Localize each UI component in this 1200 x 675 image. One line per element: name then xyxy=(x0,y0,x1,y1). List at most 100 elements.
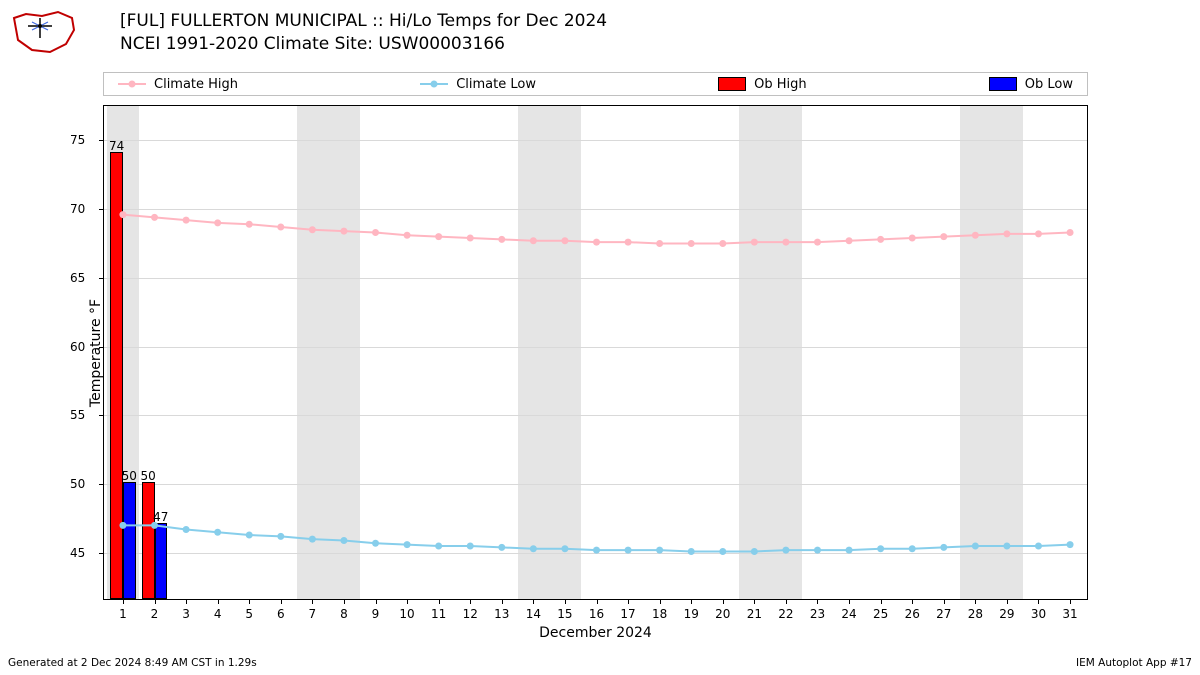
climate-high-marker xyxy=(814,239,821,246)
climate-high-marker xyxy=(246,221,253,228)
legend-label: Climate High xyxy=(154,77,238,92)
climate-low-marker xyxy=(940,544,947,551)
climate-high-marker xyxy=(751,239,758,246)
climate-high-marker xyxy=(782,239,789,246)
y-tick xyxy=(99,347,104,348)
climate-low-marker xyxy=(972,543,979,550)
x-tick-label: 23 xyxy=(810,607,825,621)
climate-low-marker xyxy=(814,547,821,554)
y-tick-label: 70 xyxy=(70,202,85,216)
x-tick-label: 19 xyxy=(684,607,699,621)
x-tick-label: 20 xyxy=(715,607,730,621)
climate-low-marker xyxy=(656,547,663,554)
y-tick xyxy=(99,278,104,279)
legend-climate-high: Climate High xyxy=(118,77,238,92)
ob-high-label: 50 xyxy=(141,469,156,483)
x-tick xyxy=(407,599,408,604)
x-tick xyxy=(281,599,282,604)
legend-climate-low: Climate Low xyxy=(420,77,536,92)
x-axis-label: December 2024 xyxy=(539,625,652,641)
y-tick-label: 75 xyxy=(70,133,85,147)
climate-high-marker xyxy=(688,240,695,247)
x-tick xyxy=(186,599,187,604)
climate-low-marker xyxy=(719,548,726,555)
climate-low-marker xyxy=(372,540,379,547)
x-tick xyxy=(849,599,850,604)
footer-app: IEM Autoplot App #17 xyxy=(1076,657,1192,669)
x-tick xyxy=(155,599,156,604)
climate-low-marker xyxy=(340,537,347,544)
climate-high-marker xyxy=(972,232,979,239)
x-tick xyxy=(628,599,629,604)
legend-patch-icon xyxy=(989,77,1017,91)
x-tick-label: 12 xyxy=(463,607,478,621)
x-tick-label: 14 xyxy=(526,607,541,621)
line-layer xyxy=(104,106,1089,601)
legend-dot-icon xyxy=(129,81,136,88)
climate-low-marker xyxy=(846,547,853,554)
y-axis-label: Temperature °F xyxy=(88,298,104,406)
footer-generated: Generated at 2 Dec 2024 8:49 AM CST in 1… xyxy=(8,657,257,669)
climate-low-marker xyxy=(877,545,884,552)
x-tick xyxy=(1038,599,1039,604)
x-tick xyxy=(723,599,724,604)
x-tick xyxy=(754,599,755,604)
x-tick-label: 9 xyxy=(372,607,380,621)
x-tick xyxy=(376,599,377,604)
climate-high-marker xyxy=(656,240,663,247)
y-tick xyxy=(99,484,104,485)
x-tick-label: 3 xyxy=(182,607,190,621)
x-tick xyxy=(691,599,692,604)
x-tick-label: 16 xyxy=(589,607,604,621)
x-tick-label: 27 xyxy=(936,607,951,621)
climate-low-marker xyxy=(309,536,316,543)
climate-high-marker xyxy=(909,235,916,242)
climate-high-marker xyxy=(625,239,632,246)
climate-high-marker xyxy=(719,240,726,247)
climate-high-marker xyxy=(119,211,126,218)
iem-logo xyxy=(8,8,78,56)
climate-low-marker xyxy=(183,526,190,533)
y-tick-label: 60 xyxy=(70,340,85,354)
x-tick-label: 26 xyxy=(905,607,920,621)
climate-low-marker xyxy=(119,522,126,529)
legend-ob-high: Ob High xyxy=(718,77,807,92)
climate-high-marker xyxy=(372,229,379,236)
climate-low-marker xyxy=(909,545,916,552)
climate-high-marker xyxy=(404,232,411,239)
climate-high-marker xyxy=(435,233,442,240)
x-tick xyxy=(123,599,124,604)
x-tick xyxy=(786,599,787,604)
x-tick-label: 7 xyxy=(309,607,317,621)
x-tick-label: 25 xyxy=(873,607,888,621)
climate-low-marker xyxy=(751,548,758,555)
x-tick-label: 22 xyxy=(778,607,793,621)
x-tick-label: 17 xyxy=(620,607,635,621)
y-tick xyxy=(99,140,104,141)
climate-high-marker xyxy=(561,237,568,244)
climate-high-marker xyxy=(340,228,347,235)
x-tick xyxy=(344,599,345,604)
ob-high-label: 74 xyxy=(109,139,124,153)
legend: Climate High Climate Low Ob High Ob Low xyxy=(103,72,1088,96)
x-tick xyxy=(912,599,913,604)
climate-high-marker xyxy=(1067,229,1074,236)
x-tick-label: 24 xyxy=(841,607,856,621)
climate-low-marker xyxy=(246,532,253,539)
climate-high-marker xyxy=(467,235,474,242)
legend-label: Ob Low xyxy=(1025,77,1073,92)
legend-line-icon xyxy=(118,83,146,85)
x-tick xyxy=(660,599,661,604)
ob-low-label: 47 xyxy=(153,510,168,524)
x-tick-label: 15 xyxy=(557,607,572,621)
x-tick xyxy=(881,599,882,604)
x-tick-label: 11 xyxy=(431,607,446,621)
climate-low-marker xyxy=(530,545,537,552)
climate-low-marker xyxy=(404,541,411,548)
x-tick-label: 21 xyxy=(747,607,762,621)
x-tick xyxy=(312,599,313,604)
climate-high-marker xyxy=(877,236,884,243)
x-tick-label: 10 xyxy=(399,607,414,621)
legend-label: Ob High xyxy=(754,77,807,92)
climate-low-marker xyxy=(435,543,442,550)
